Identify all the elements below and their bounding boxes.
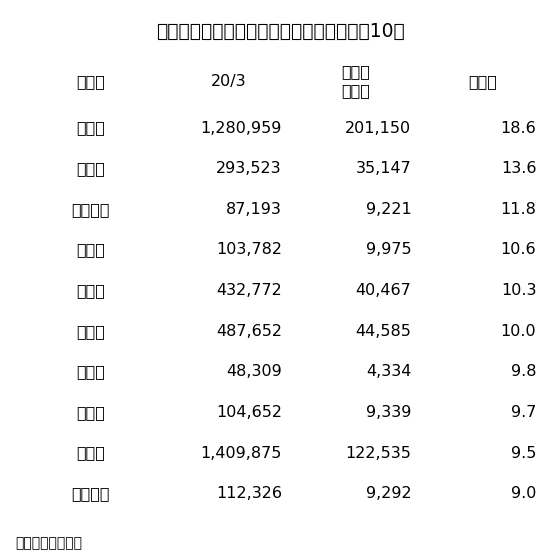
Text: 福　島: 福 島: [76, 405, 105, 420]
Text: 201,150: 201,150: [345, 121, 412, 136]
Text: 44,585: 44,585: [356, 324, 412, 339]
Text: 487,652: 487,652: [216, 324, 282, 339]
Text: 10.0: 10.0: [501, 324, 536, 339]
Text: 1,409,875: 1,409,875: [200, 446, 282, 461]
Text: 9.5: 9.5: [511, 446, 536, 461]
Text: 13.6: 13.6: [501, 161, 536, 176]
Text: 愛　媛: 愛 媛: [76, 283, 105, 298]
Text: 愛　知: 愛 知: [76, 161, 105, 176]
Text: 104,652: 104,652: [216, 405, 282, 420]
Text: 沖　縄: 沖 縄: [76, 324, 105, 339]
Text: 9,292: 9,292: [366, 486, 412, 501]
Text: 9,221: 9,221: [366, 202, 412, 217]
Text: 百　五: 百 五: [76, 121, 105, 136]
Text: 293,523: 293,523: [216, 161, 282, 176]
Text: 432,772: 432,772: [216, 283, 282, 298]
Text: 単位：百万円、％: 単位：百万円、％: [15, 536, 82, 551]
Text: 122,535: 122,535: [346, 446, 412, 461]
Text: 9.8: 9.8: [511, 364, 536, 380]
Text: 11.8: 11.8: [501, 202, 536, 217]
Text: 9.0: 9.0: [511, 486, 536, 501]
Text: 1,280,959: 1,280,959: [200, 121, 282, 136]
Text: 10.3: 10.3: [501, 283, 536, 298]
Text: 103,782: 103,782: [216, 243, 282, 258]
Text: 20/3: 20/3: [211, 74, 246, 89]
Text: 112,326: 112,326: [216, 486, 282, 501]
Text: 87,193: 87,193: [226, 202, 282, 217]
Text: 福岡中央: 福岡中央: [71, 202, 110, 217]
Text: 48,309: 48,309: [226, 364, 282, 380]
Text: 前年比
増加額: 前年比 増加額: [341, 65, 370, 98]
Text: 銀行名: 銀行名: [76, 74, 105, 89]
Text: きらやか: きらやか: [71, 486, 110, 501]
Text: 9.7: 9.7: [511, 405, 536, 420]
Text: 地域銀の不動産担保貸出金の増加率　上位10行: 地域銀の不動産担保貸出金の増加率 上位10行: [156, 22, 404, 41]
Text: 増加率: 増加率: [468, 74, 497, 89]
Text: 35,147: 35,147: [356, 161, 412, 176]
Text: 伊　予: 伊 予: [76, 446, 105, 461]
Text: 福　邦: 福 邦: [76, 243, 105, 258]
Text: 10.6: 10.6: [501, 243, 536, 258]
Text: 富　山: 富 山: [76, 364, 105, 380]
Text: 18.6: 18.6: [501, 121, 536, 136]
Text: 9,975: 9,975: [366, 243, 412, 258]
Text: 9,339: 9,339: [366, 405, 412, 420]
Text: 40,467: 40,467: [356, 283, 412, 298]
Text: 4,334: 4,334: [366, 364, 412, 380]
